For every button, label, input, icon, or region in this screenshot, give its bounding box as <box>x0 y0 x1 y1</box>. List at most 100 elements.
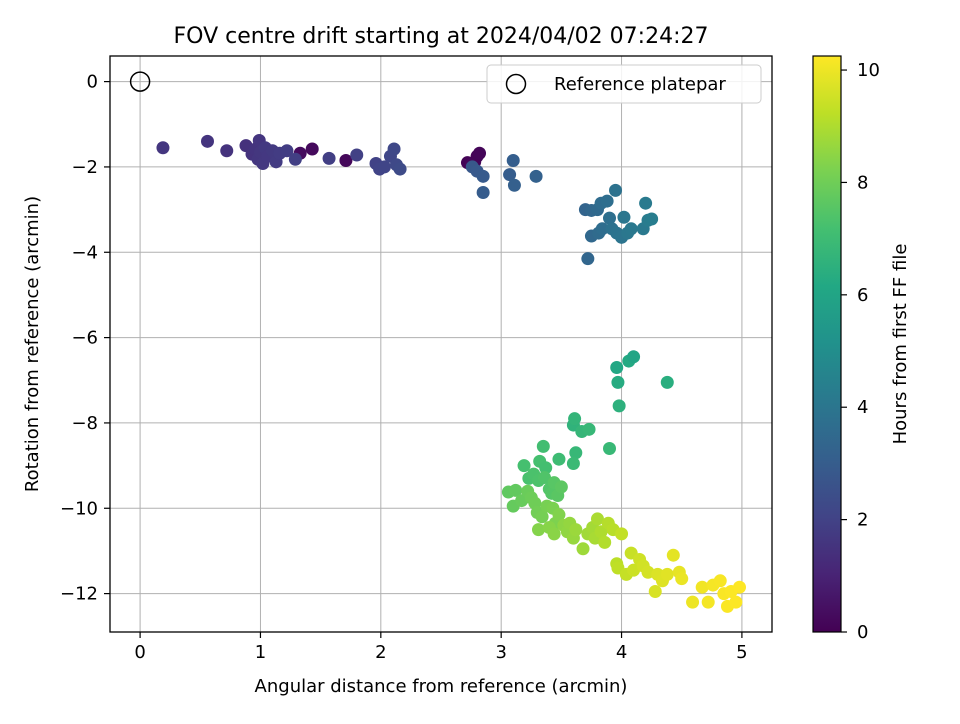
data-point <box>713 574 727 588</box>
data-point <box>387 142 401 156</box>
data-point <box>531 523 545 537</box>
data-point <box>350 148 364 162</box>
reference-point <box>129 71 151 92</box>
legend-label: Reference platepar <box>554 74 726 95</box>
data-point <box>660 375 674 389</box>
x-tick-label: 1 <box>255 642 266 663</box>
data-point <box>612 399 626 413</box>
legend-box <box>486 64 762 104</box>
x-axis-label: Angular distance from reference (arcmin) <box>255 676 628 697</box>
x-tick-label: 5 <box>736 642 747 663</box>
data-point <box>627 350 641 364</box>
data-point <box>339 154 353 168</box>
data-point <box>280 144 294 158</box>
data-point <box>507 178 521 192</box>
data-point <box>200 134 214 148</box>
data-point <box>535 510 549 524</box>
colorbar-ticks: 0 2 4 6 8 10 <box>841 60 880 643</box>
y-axis-label: Rotation from reference (arcmin) <box>22 196 43 492</box>
reference-marker <box>129 71 151 92</box>
data-point <box>611 375 625 389</box>
data-point <box>701 595 715 609</box>
data-point <box>568 412 582 426</box>
data-point <box>503 168 517 182</box>
colorbar-tick-label: 6 <box>857 285 868 306</box>
y-axis: 0 −2 −4 −6 −8 −10 −12 <box>60 72 110 605</box>
colorbar-tick-label: 4 <box>857 397 868 418</box>
grid <box>110 56 772 632</box>
data-point <box>552 452 566 466</box>
data-point <box>529 169 543 183</box>
data-point <box>645 212 659 226</box>
data-point <box>686 595 700 609</box>
data-point <box>733 580 747 594</box>
legend: Reference platepar <box>486 64 762 104</box>
data-point <box>305 142 319 156</box>
colorbar-gradient <box>812 55 842 633</box>
y-tick-label: 0 <box>87 72 98 93</box>
data-point <box>729 595 743 609</box>
y-tick-label: −4 <box>71 242 98 263</box>
data-point <box>476 169 490 183</box>
data-point <box>547 527 561 541</box>
data-point <box>648 584 662 598</box>
y-tick-label: −12 <box>60 584 98 605</box>
data-points <box>156 133 747 613</box>
data-point <box>220 144 234 158</box>
data-point <box>322 151 336 165</box>
data-point <box>595 222 609 236</box>
data-point <box>569 523 583 537</box>
data-point <box>506 154 520 168</box>
data-point <box>569 446 583 460</box>
colorbar-tick-label: 10 <box>857 60 880 81</box>
data-point <box>675 572 689 586</box>
colorbar-tick-label: 8 <box>857 172 868 193</box>
y-tick-label: −6 <box>71 328 98 349</box>
data-point <box>615 527 629 541</box>
data-point <box>624 222 638 236</box>
legend-marker <box>505 73 527 95</box>
data-point <box>581 252 595 266</box>
data-point <box>536 439 550 453</box>
x-tick-label: 2 <box>375 642 386 663</box>
data-point <box>598 535 612 549</box>
data-point <box>576 542 590 556</box>
data-point <box>594 525 608 539</box>
colorbar-tick-label: 2 <box>857 510 868 531</box>
y-tick-label: −8 <box>71 413 98 434</box>
x-tick-label: 4 <box>616 642 627 663</box>
data-point <box>610 360 624 374</box>
data-point <box>660 567 674 581</box>
data-point <box>156 141 170 155</box>
data-point <box>539 461 553 475</box>
data-point <box>393 162 407 176</box>
data-point <box>473 146 487 160</box>
data-point <box>666 548 680 562</box>
y-tick-label: −10 <box>60 498 98 519</box>
data-point <box>582 422 596 436</box>
data-point <box>552 508 566 522</box>
x-axis: 0 1 2 3 4 5 <box>134 632 748 663</box>
colorbar-label: Hours from first FF file <box>890 244 911 445</box>
y-tick-label: −2 <box>71 157 98 178</box>
x-tick-label: 0 <box>134 642 145 663</box>
data-point <box>377 160 391 174</box>
colorbar-tick-label: 0 <box>857 622 868 643</box>
data-point <box>566 456 580 470</box>
data-point <box>554 480 568 494</box>
data-point <box>509 483 523 497</box>
chart-title: FOV centre drift starting at 2024/04/02 … <box>174 24 709 49</box>
data-point <box>517 459 531 473</box>
data-point <box>603 211 617 225</box>
data-point <box>695 580 709 594</box>
data-point <box>600 194 614 208</box>
data-point <box>538 471 552 485</box>
data-point <box>603 442 617 456</box>
x-tick-label: 3 <box>495 642 506 663</box>
data-point <box>590 512 604 526</box>
data-point <box>288 152 302 166</box>
data-point <box>476 186 490 200</box>
plot-frame <box>109 55 773 633</box>
data-point <box>639 196 653 210</box>
